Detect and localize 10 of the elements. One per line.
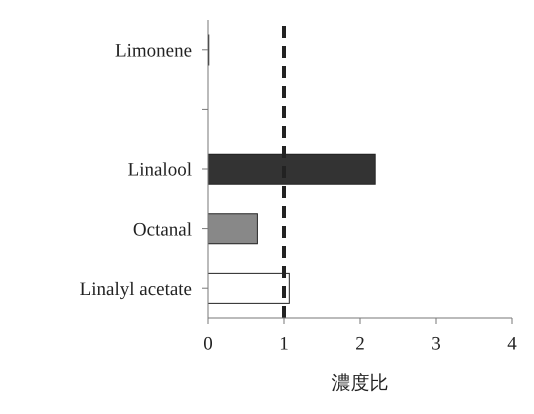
x-tick-label: 4 [507, 333, 518, 354]
x-tick-label: 3 [431, 333, 441, 354]
y-tick-label: Linalyl acetate [80, 278, 192, 300]
x-tick-label: 0 [203, 333, 213, 354]
x-axis-title: 濃度比 [330, 371, 390, 396]
y-tick-label: Linalool [128, 160, 192, 181]
y-tick-label: Limonene [114, 40, 192, 62]
x-tick-label: 1 [279, 333, 289, 354]
x-tick-label: 2 [355, 333, 365, 354]
y-tick-label: Octanal [132, 219, 192, 240]
